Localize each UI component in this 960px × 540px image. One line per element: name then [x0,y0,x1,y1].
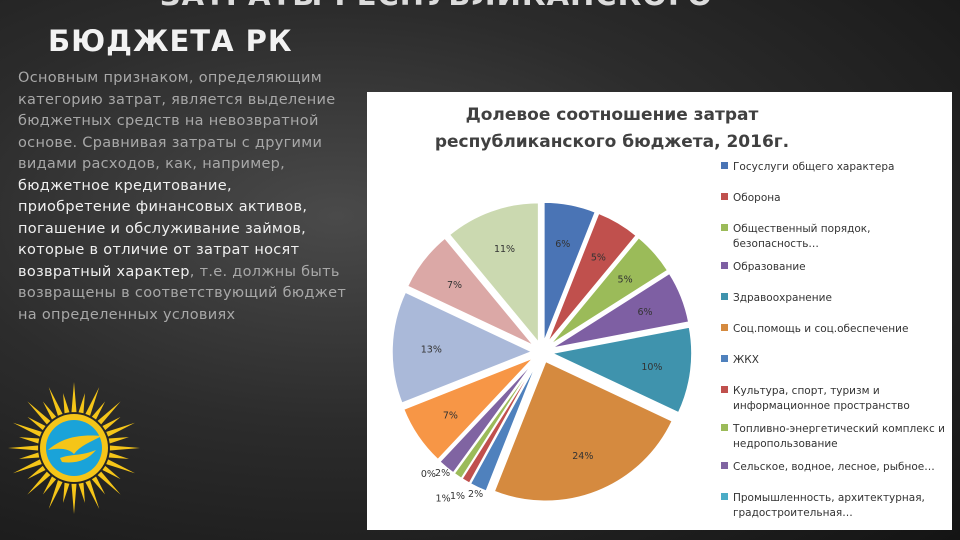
chart-title-line-2: республиканского бюджета, 2016г. [435,132,789,152]
pie-slice [453,359,538,480]
sun-ray [85,387,100,416]
sun-ray [109,445,140,451]
sun-ray [48,387,63,416]
body-text-dim-2: , т.е. должны быть возвращены в соответс… [18,263,347,323]
sun-ray [91,401,106,420]
sun-ray [102,416,121,431]
slice-data-label: 2% [435,468,450,479]
sun-ray [108,437,129,444]
sun-ray [85,480,100,509]
slice-data-label: 0% [421,469,436,480]
slice-data-label: 6% [637,307,652,318]
sun-ray [71,382,77,413]
body-text-highlight: бюджетное кредитование, приобретение фин… [18,177,308,280]
pie-chart: Долевое соотношение затрат республиканск… [391,105,945,519]
legend-entry: информационное пространство [733,400,910,412]
slice-data-label: 24% [572,451,593,462]
sun-ray [42,401,57,420]
sun-eagle-logo-icon [8,382,140,514]
legend-swatch [721,386,728,393]
pie-slice [469,360,539,493]
slice-data-label: 11% [494,244,515,255]
sun-ray [27,471,51,495]
legend-swatch [721,462,728,469]
sun-ray [42,476,57,495]
sun-ray [71,483,77,514]
sun-ray [8,445,39,451]
sun-ray [91,476,106,495]
sun-ray [13,459,42,474]
sun-ray [63,482,70,503]
slice-data-label: 7% [447,280,462,291]
slide-title-line-1: ЗАТРАТЫ РЕСПУБЛИКАНСКОГО [160,0,720,12]
slice-data-label: 7% [443,410,458,421]
sun-ray [19,437,40,444]
pie-slice [402,356,535,461]
legend-swatch [721,424,728,431]
sun-ray [48,480,63,509]
legend-swatch [721,324,728,331]
sun-ray [19,452,40,459]
legend-entry: недропользование [733,438,838,450]
body-paragraph: Основным признаком, определяющим категор… [18,68,348,326]
legend-entry: безопасность… [733,238,819,250]
legend-swatch [721,224,728,231]
pie-slice [493,360,674,502]
slice-data-label: 5% [591,253,606,264]
pie-slice [543,201,597,343]
legend-entry: Соц.помощь и соц.обеспечение [733,323,908,335]
sun-ray [27,416,46,431]
legend-entry: Образование [733,261,806,273]
legend-entry: ЖКХ [733,354,759,366]
pie-slice [438,359,537,475]
pie-slice [548,236,669,347]
slide-title-line-2: БЮДЖЕТА РК [48,24,293,58]
sun-ray [106,422,135,437]
slice-data-label: 1% [436,494,451,505]
sun-ray [27,465,46,480]
sun-ray [63,393,70,414]
sun-ray [13,422,42,437]
legend-entry: Культура, спорт, туризм и [733,385,880,397]
sun-ray [78,482,85,503]
slice-data-label: 13% [421,345,442,356]
legend-swatch [721,193,728,200]
sun-ray [78,393,85,414]
legend-entry: Оборона [733,192,781,204]
chart-title-line-1: Долевое соотношение затрат [466,105,759,125]
pie-chart-panel: Долевое соотношение затрат республиканск… [367,92,952,530]
body-text-dim-1: Основным признаком, определяющим категор… [18,70,336,172]
legend-entry: Сельское, водное, лесное, рыбное… [733,461,935,473]
pie-slice [406,236,535,347]
slice-data-label: 6% [555,239,570,250]
legend-entry: Госуслуги общего характера [733,161,894,173]
legend-entry: градостроительная… [733,507,853,519]
legend-swatch [721,293,728,300]
pie-slice [546,212,638,344]
sun-ray [102,465,121,480]
sun-ray [97,471,121,495]
legend-entry: Промышленность, архитектурная, [733,492,925,504]
pie-slice [549,326,693,414]
legend-entry: Топливно-энергетический комплекс и [732,423,945,435]
pie-slice [391,291,534,405]
legend-swatch [721,355,728,362]
slice-data-label: 2% [468,489,483,500]
legend-swatch [721,493,728,500]
slice-data-label: 10% [641,362,662,373]
legend-swatch [721,262,728,269]
sun-ray [27,401,51,425]
slice-data-label: 5% [618,275,633,286]
slice-data-label: 1% [450,491,465,502]
legend-entry: Общественный порядок, [733,223,870,235]
legend-swatch [721,162,728,169]
sun-ray [108,452,129,459]
sun-ray [97,401,121,425]
sun-ray [106,459,135,474]
pie-slice [550,272,690,350]
pie-slice [448,201,540,345]
legend-entry: Здравоохранение [733,292,832,304]
